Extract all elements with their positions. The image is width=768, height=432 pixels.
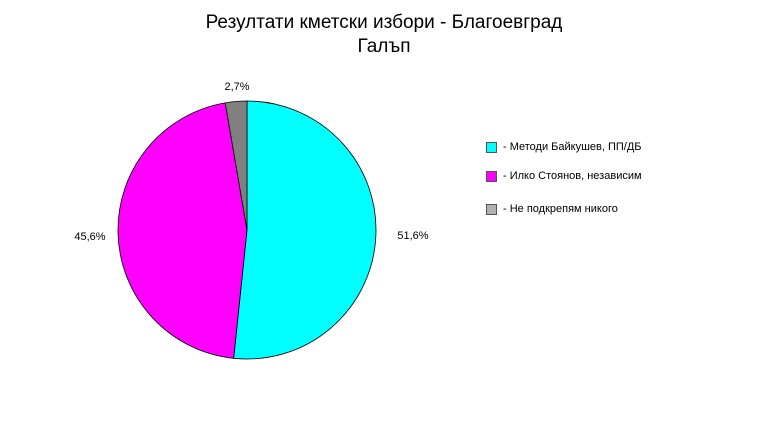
legend-label: - Илко Стоянов, независим [503, 170, 642, 182]
legend-label: - Не подкрепям никого [503, 203, 618, 215]
legend-label: - Методи Байкушев, ПП/ДБ [503, 141, 642, 153]
legend-item: - Илко Стоянов, независим [486, 170, 642, 182]
pie-slice [117, 102, 248, 359]
chart-subtitle: Галъп [357, 36, 411, 57]
data-label: 2,7% [224, 81, 249, 93]
legend-swatch [486, 203, 497, 215]
data-label: 51,6% [397, 230, 428, 242]
pie-slice [233, 100, 377, 360]
legend-item: - Методи Байкушев, ПП/ДБ [486, 141, 642, 153]
chart-title: Резултати кметски избори - Благоевград [205, 12, 563, 33]
legend-swatch [486, 170, 497, 182]
legend-swatch [486, 141, 497, 153]
pie-slice [224, 100, 248, 231]
data-label: 45,6% [74, 231, 105, 243]
legend-item: - Не подкрепям никого [486, 203, 618, 215]
